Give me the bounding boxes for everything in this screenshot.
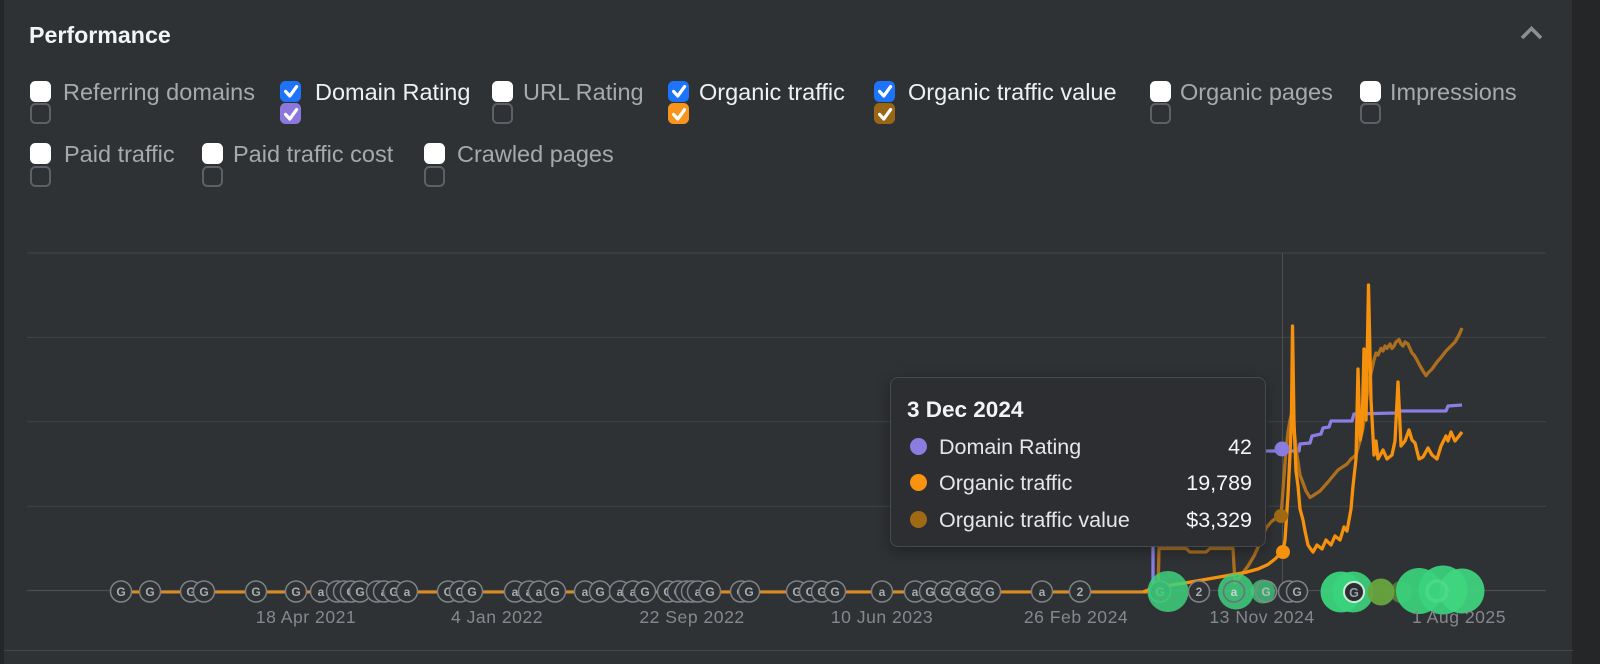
- svg-text:G: G: [940, 585, 949, 599]
- svg-text:G: G: [1261, 585, 1270, 599]
- svg-text:a: a: [1039, 585, 1046, 599]
- svg-text:22 Sep 2022: 22 Sep 2022: [639, 607, 744, 627]
- svg-text:G: G: [467, 585, 476, 599]
- svg-text:4 Jan 2022: 4 Jan 2022: [451, 607, 543, 627]
- svg-text:G: G: [186, 585, 195, 599]
- svg-text:18 Apr 2021: 18 Apr 2021: [256, 607, 356, 627]
- svg-text:G: G: [291, 585, 300, 599]
- svg-text:26 Feb 2024: 26 Feb 2024: [1024, 607, 1128, 627]
- svg-text:G: G: [985, 585, 994, 599]
- svg-text:1 Aug 2025: 1 Aug 2025: [1412, 607, 1506, 627]
- svg-text:a: a: [404, 585, 411, 599]
- svg-text:a: a: [536, 585, 543, 599]
- svg-text:G: G: [792, 585, 801, 599]
- svg-text:2: 2: [1077, 585, 1084, 599]
- svg-text:G: G: [550, 585, 559, 599]
- svg-text:10 Jun 2023: 10 Jun 2023: [831, 607, 933, 627]
- svg-text:a: a: [630, 585, 637, 599]
- svg-text:a: a: [695, 585, 702, 599]
- svg-text:G: G: [744, 585, 753, 599]
- svg-text:G: G: [817, 585, 826, 599]
- svg-text:a: a: [582, 585, 589, 599]
- svg-text:a: a: [617, 585, 624, 599]
- svg-text:a: a: [318, 585, 325, 599]
- svg-text:G: G: [1292, 585, 1301, 599]
- svg-text:G: G: [970, 585, 979, 599]
- svg-text:G: G: [705, 585, 714, 599]
- svg-text:C: C: [444, 585, 453, 599]
- svg-text:G: G: [925, 585, 934, 599]
- svg-text:G: G: [145, 585, 154, 599]
- svg-text:G: G: [830, 585, 839, 599]
- svg-text:G: G: [1349, 586, 1359, 600]
- svg-text:G: G: [595, 585, 604, 599]
- svg-text:G: G: [199, 585, 208, 599]
- svg-text:a: a: [512, 585, 519, 599]
- svg-text:C: C: [806, 585, 815, 599]
- svg-text:G: G: [355, 585, 364, 599]
- svg-text:a: a: [912, 585, 919, 599]
- svg-text:2: 2: [1196, 585, 1203, 599]
- svg-text:G: G: [955, 585, 964, 599]
- svg-text:G: G: [251, 585, 260, 599]
- svg-text:G: G: [640, 585, 649, 599]
- svg-text:C: C: [456, 585, 465, 599]
- svg-text:a: a: [1231, 585, 1238, 599]
- svg-text:G: G: [389, 585, 398, 599]
- svg-text:13 Nov 2024: 13 Nov 2024: [1209, 607, 1314, 627]
- svg-text:a: a: [879, 585, 886, 599]
- svg-text:G: G: [116, 585, 125, 599]
